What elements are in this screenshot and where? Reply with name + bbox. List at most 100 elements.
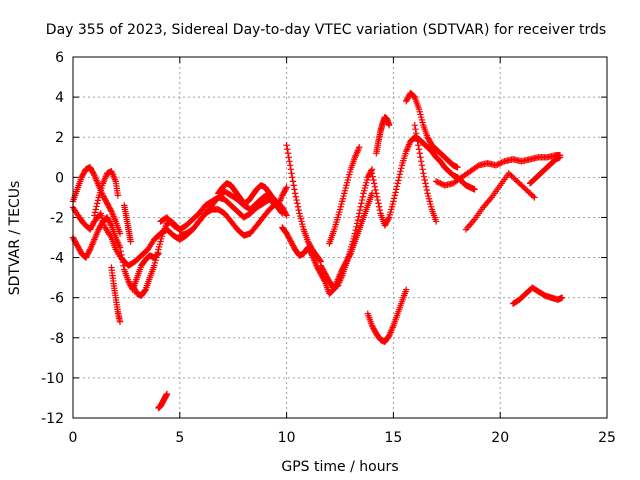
data-point	[375, 203, 383, 210]
data-point	[86, 247, 93, 255]
data-point	[356, 210, 363, 217]
y-tick-label: 4	[55, 90, 64, 106]
data-point	[294, 200, 301, 207]
data-point	[283, 212, 290, 219]
data-point	[474, 163, 481, 170]
data-point	[373, 193, 381, 200]
data-point	[423, 186, 431, 194]
data-point	[351, 230, 359, 237]
chart-title: Day 355 of 2023, Sidereal Day-to-day VTE…	[46, 22, 606, 38]
data-point	[420, 170, 427, 177]
data-point	[353, 223, 360, 231]
series-track-x	[157, 194, 286, 233]
data-point	[90, 170, 97, 178]
series-track-u	[462, 170, 538, 233]
data-point	[385, 215, 392, 222]
data-point	[355, 213, 362, 220]
series-track-s	[411, 121, 440, 225]
x-tick-label: 20	[491, 430, 509, 446]
data-point	[393, 186, 400, 193]
series-track-j	[215, 180, 290, 209]
data-point	[393, 183, 401, 190]
data-markers	[69, 89, 566, 412]
x-tick-label: 15	[384, 430, 402, 446]
data-point	[284, 150, 292, 157]
data-point	[531, 194, 538, 201]
series-track-h	[155, 390, 171, 412]
data-point	[529, 192, 537, 200]
data-point	[376, 206, 384, 214]
y-tick-label: -2	[50, 210, 64, 226]
data-point	[284, 146, 291, 153]
y-tick-label: 2	[55, 130, 64, 146]
series-track-r	[403, 89, 461, 171]
y-tick-label: -10	[41, 371, 64, 387]
data-point	[556, 154, 564, 161]
series-track-o	[368, 134, 478, 229]
data-point	[352, 226, 359, 234]
data-point	[117, 248, 124, 255]
plot-frame	[72, 56, 608, 419]
data-point	[290, 182, 297, 189]
data-point	[422, 180, 429, 187]
data-point	[385, 121, 393, 129]
data-point	[395, 177, 402, 184]
data-point	[291, 190, 299, 197]
y-tick-label: 0	[55, 170, 64, 186]
data-point	[116, 318, 124, 325]
data-point	[283, 142, 290, 149]
data-point	[93, 203, 100, 210]
data-point	[419, 166, 426, 173]
data-point	[375, 200, 382, 207]
data-point	[282, 185, 290, 192]
data-point	[437, 180, 444, 187]
x-axis-label: GPS time / hours	[281, 459, 398, 475]
data-point	[291, 186, 298, 193]
data-point	[395, 174, 403, 181]
data-point	[283, 184, 290, 191]
data-point	[435, 179, 443, 186]
x-tick-label: 5	[175, 430, 184, 446]
x-tick-label: 10	[278, 430, 296, 446]
data-point	[414, 138, 421, 145]
data-point	[107, 220, 114, 228]
data-point	[391, 192, 399, 199]
data-point	[374, 196, 381, 204]
data-point	[282, 210, 290, 218]
data-point	[127, 238, 134, 245]
data-point	[434, 178, 441, 186]
data-point	[116, 230, 124, 237]
data-point	[498, 159, 505, 166]
data-point	[558, 294, 566, 301]
series-track-v	[509, 284, 566, 307]
data-point	[141, 287, 149, 294]
tick-marks	[72, 56, 608, 419]
data-point	[392, 189, 399, 196]
data-point	[417, 158, 425, 165]
data-point	[410, 92, 417, 99]
data-point	[114, 192, 122, 199]
data-point	[292, 193, 300, 200]
data-point	[413, 134, 421, 141]
data-point	[288, 170, 295, 177]
data-point	[369, 173, 376, 180]
y-tick-labels: -12 -10 -8 -6 -4 -2 0 2 4 6	[41, 50, 64, 427]
data-point	[397, 168, 404, 175]
data-point	[286, 158, 293, 165]
data-point	[499, 158, 507, 166]
data-point	[454, 164, 461, 171]
data-point	[495, 160, 502, 168]
series-track-c	[69, 164, 124, 237]
y-tick-label: -4	[50, 251, 64, 267]
data-point	[118, 255, 126, 262]
data-point	[91, 209, 99, 216]
y-axis-label: SDTVAR / TECUs	[7, 181, 23, 296]
data-point	[415, 146, 423, 153]
data-point	[438, 180, 446, 188]
data-point	[289, 178, 297, 185]
data-point	[432, 178, 440, 185]
data-point	[412, 126, 419, 133]
data-point	[370, 180, 378, 187]
series-track-q	[364, 286, 410, 345]
